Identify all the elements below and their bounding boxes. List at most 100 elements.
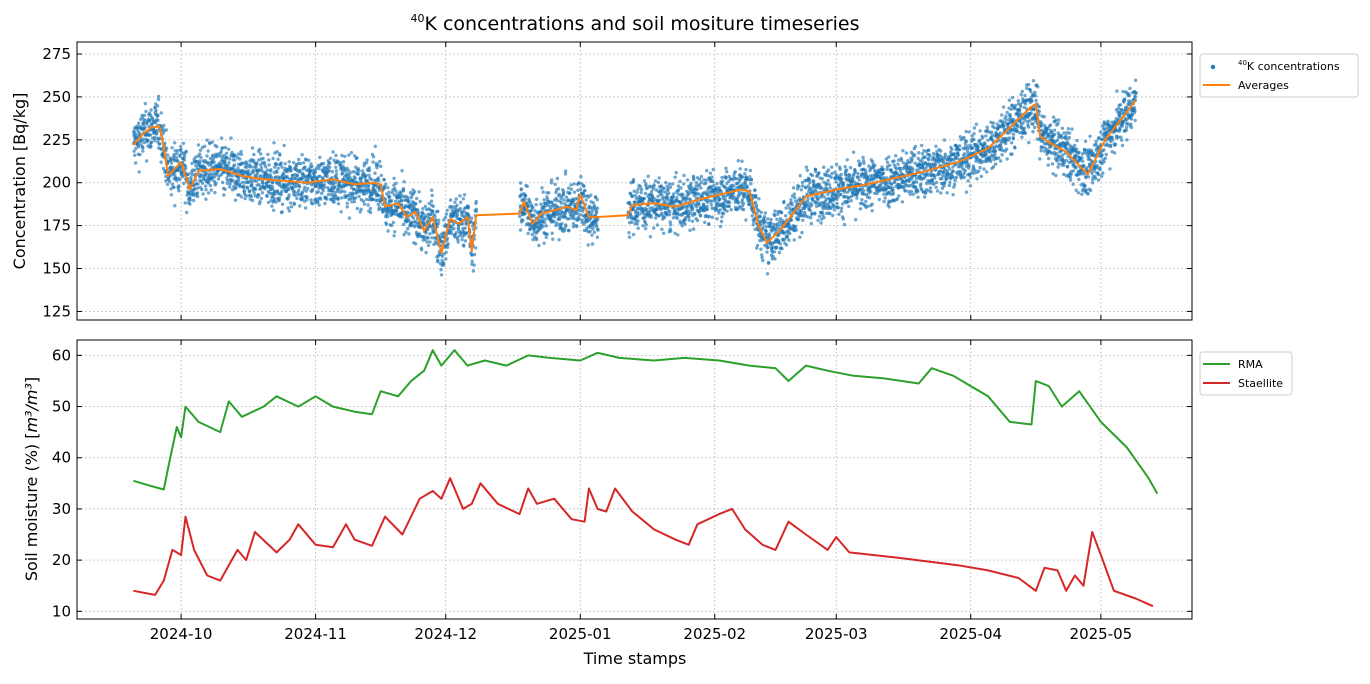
- k40-point: [978, 129, 981, 132]
- k40-point: [797, 218, 800, 221]
- k40-point: [785, 243, 788, 246]
- k40-point: [424, 205, 427, 208]
- k40-point: [557, 187, 560, 190]
- k40-point: [445, 251, 448, 254]
- k40-point: [1092, 152, 1095, 155]
- k40-point: [412, 216, 415, 219]
- k40-point: [576, 212, 579, 215]
- k40-point: [1027, 125, 1030, 128]
- k40-point: [632, 233, 635, 236]
- k40-point: [402, 223, 405, 226]
- k40-point: [636, 215, 639, 218]
- k40-point: [989, 160, 992, 163]
- k40-point: [901, 149, 904, 152]
- k40-point: [923, 195, 926, 198]
- k40-point: [1004, 142, 1007, 145]
- k40-point: [280, 166, 283, 169]
- k40-point: [158, 142, 161, 145]
- k40-point: [156, 119, 159, 122]
- k40-point: [929, 190, 932, 193]
- k40-point: [1000, 146, 1003, 149]
- k40-point: [943, 138, 946, 141]
- k40-point: [279, 161, 282, 164]
- k40-point: [1023, 94, 1026, 97]
- k40-point: [386, 186, 389, 189]
- k40-point: [866, 205, 869, 208]
- k40-point: [1097, 173, 1100, 176]
- k40-point: [687, 215, 690, 218]
- k40-point: [725, 170, 728, 173]
- k40-point: [1033, 126, 1036, 129]
- k40-point: [948, 181, 951, 184]
- k40-point: [749, 169, 752, 172]
- k40-point: [827, 168, 830, 171]
- k40-point: [155, 129, 158, 132]
- k40-point: [699, 214, 702, 217]
- k40-point: [687, 218, 690, 221]
- k40-point: [888, 164, 891, 167]
- k40-point: [984, 142, 987, 145]
- k40-point: [780, 211, 783, 214]
- k40-point: [682, 174, 685, 177]
- k40-point: [590, 233, 593, 236]
- k40-point: [963, 176, 966, 179]
- k40-point: [767, 261, 770, 264]
- k40-point: [457, 240, 460, 243]
- k40-point: [229, 136, 232, 139]
- k40-point: [962, 136, 965, 139]
- k40-point: [1089, 189, 1092, 192]
- k40-point: [760, 256, 763, 259]
- k40-point: [258, 148, 261, 151]
- k40-point: [958, 148, 961, 151]
- k40-point: [1065, 159, 1068, 162]
- k40-point: [251, 199, 254, 202]
- k40-point: [818, 215, 821, 218]
- k40-point: [1034, 94, 1037, 97]
- k40-point: [1021, 121, 1024, 124]
- k40-point: [353, 200, 356, 203]
- k40-point: [261, 157, 264, 160]
- k40-point: [830, 172, 833, 175]
- k40-point: [1070, 127, 1073, 130]
- k40-point: [860, 198, 863, 201]
- k40-point: [141, 146, 144, 149]
- k40-point: [267, 158, 270, 161]
- k40-point: [1016, 125, 1019, 128]
- k40-point: [835, 180, 838, 183]
- k40-point: [582, 185, 585, 188]
- k40-point: [965, 130, 968, 133]
- k40-point: [688, 229, 691, 232]
- k40-point: [766, 246, 769, 249]
- k40-point: [778, 251, 781, 254]
- k40-point: [322, 162, 325, 165]
- k40-point: [840, 173, 843, 176]
- k40-point: [365, 158, 368, 161]
- k40-point: [519, 181, 522, 184]
- k40-point: [1053, 133, 1056, 136]
- k40-point: [562, 198, 565, 201]
- k40-point: [717, 211, 720, 214]
- k40-point: [1066, 165, 1069, 168]
- k40-point: [184, 166, 187, 169]
- k40-point: [1032, 108, 1035, 111]
- k40-point: [400, 215, 403, 218]
- k40-point: [196, 186, 199, 189]
- k40-point: [524, 198, 527, 201]
- k40-point: [939, 149, 942, 152]
- k40-point: [521, 219, 524, 222]
- k40-point: [919, 184, 922, 187]
- k40-point: [808, 178, 811, 181]
- k40-point: [400, 199, 403, 202]
- k40-point: [428, 240, 431, 243]
- k40-point: [1053, 129, 1056, 132]
- k40-point: [1036, 85, 1039, 88]
- k40-point: [730, 208, 733, 211]
- k40-point: [822, 166, 825, 169]
- k40-point: [657, 176, 660, 179]
- k40-point: [172, 186, 175, 189]
- k40-point: [1023, 126, 1026, 129]
- k40-point: [357, 195, 360, 198]
- k40-point: [936, 189, 939, 192]
- k40-point: [463, 193, 466, 196]
- k40-point: [348, 216, 351, 219]
